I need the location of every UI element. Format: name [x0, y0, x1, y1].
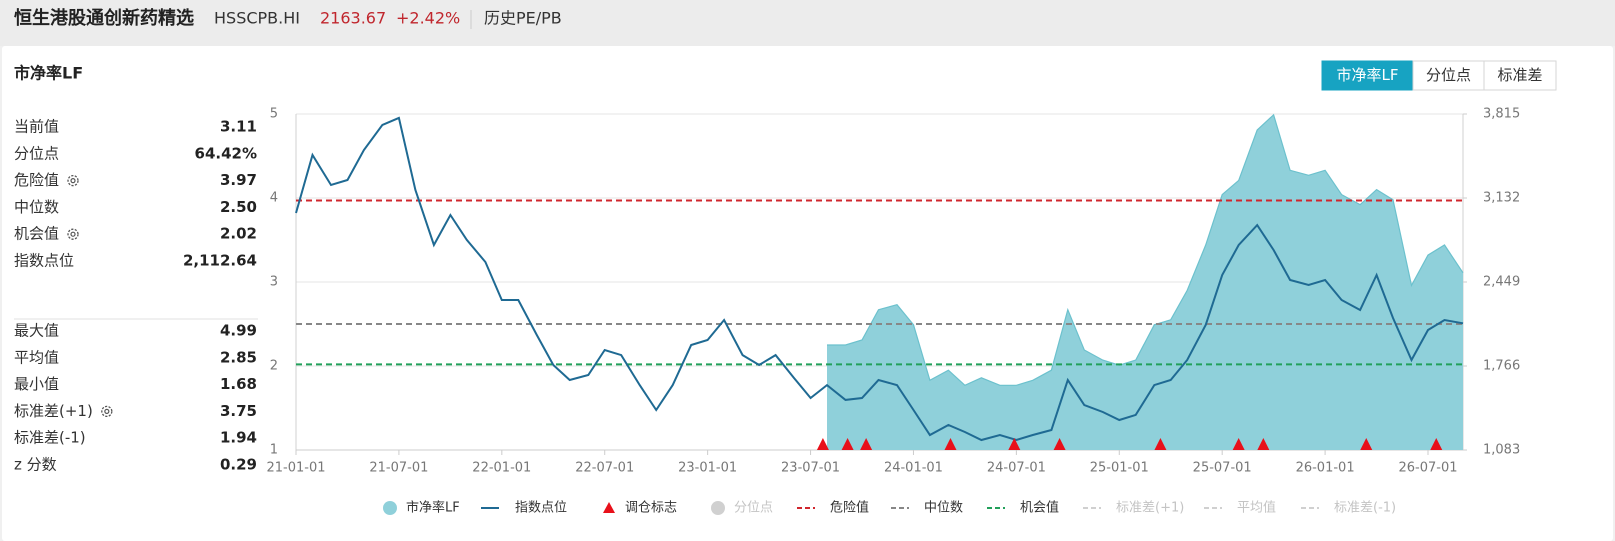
legend-label[interactable]: 平均值	[1237, 500, 1276, 516]
stat-value: 3.75	[220, 402, 257, 420]
stat-label: 当前值	[14, 118, 59, 136]
stat-value: 3.11	[220, 118, 257, 136]
stat-label: 指数点位	[14, 252, 74, 270]
stat-label: 标准差(-1)	[14, 429, 86, 447]
stat-value: 2.50	[220, 198, 257, 216]
toggle-button-label[interactable]: 分位点	[1426, 66, 1471, 84]
x-tick-label: 22-01-01	[472, 461, 531, 476]
stat-value: 2.85	[220, 348, 257, 366]
stat-label: 标准差(+1)	[14, 402, 93, 420]
index-title: 恒生港股通创新药精选	[14, 7, 194, 29]
tab-link[interactable]: 历史PE/PB	[484, 9, 562, 28]
legend-label[interactable]: 中位数	[924, 501, 963, 516]
y2-tick-label: 1,766	[1483, 359, 1520, 374]
settings-icon-hub[interactable]	[104, 408, 110, 414]
rebalance-marker	[1257, 438, 1270, 450]
x-tick-label: 23-07-01	[781, 461, 840, 476]
stat-label: 中位数	[14, 198, 59, 216]
y2-tick-label: 3,132	[1483, 191, 1520, 206]
stat-value: 2.02	[220, 225, 257, 243]
x-tick-label: 26-07-01	[1399, 461, 1458, 476]
panel-title: 市净率LF	[14, 64, 83, 83]
x-tick-label: 24-01-01	[884, 461, 943, 476]
index-code: HSSCPB.HI	[214, 9, 300, 28]
stat-label: 机会值	[14, 225, 59, 243]
stat-value: 64.42%	[195, 144, 257, 162]
y-tick-label: 5	[270, 107, 278, 122]
rebalance-marker	[816, 438, 829, 450]
rebalance-marker	[860, 438, 873, 450]
index-line	[295, 116, 1464, 442]
stat-label: 分位点	[14, 144, 59, 162]
legend-label[interactable]: 市净率LF	[406, 500, 460, 516]
settings-icon-hub[interactable]	[70, 178, 76, 184]
area-line	[827, 113, 1464, 387]
toggle-button-label[interactable]: 标准差	[1497, 66, 1542, 84]
stat-label: 最小值	[14, 375, 59, 393]
stat-label: 最大值	[14, 322, 59, 340]
y2-tick-label: 2,449	[1483, 275, 1520, 290]
toggle-button[interactable]	[1483, 60, 1557, 91]
legend-label[interactable]: 机会值	[1020, 500, 1059, 516]
stat-value: 2,112.64	[183, 252, 257, 270]
y-tick-label: 2	[270, 359, 278, 374]
rebalance-marker	[1360, 438, 1373, 450]
y-tick-label: 1	[270, 443, 278, 458]
x-tick-label: 25-01-01	[1090, 461, 1149, 476]
rebalance-marker	[1008, 438, 1021, 450]
rebalance-marker	[841, 438, 854, 450]
stat-value: 0.29	[220, 456, 257, 474]
rebalance-marker	[1154, 438, 1167, 450]
x-tick-label: 26-01-01	[1296, 461, 1355, 476]
stat-value: 1.68	[220, 375, 257, 393]
rebalance-marker	[1232, 438, 1245, 450]
rebalance-marker	[1053, 438, 1066, 450]
stat-value: 4.99	[220, 322, 257, 340]
legend-swatch[interactable]	[603, 502, 615, 513]
rebalance-marker	[944, 438, 957, 450]
legend-label[interactable]: 分位点	[734, 501, 773, 516]
settings-icon[interactable]	[101, 405, 113, 418]
settings-icon[interactable]	[67, 174, 79, 187]
legend-label[interactable]: 危险值	[830, 500, 869, 516]
x-tick-label: 22-07-01	[575, 461, 634, 476]
stat-label: 平均值	[14, 348, 59, 366]
x-tick-label: 25-07-01	[1193, 461, 1252, 476]
settings-icon[interactable]	[67, 228, 79, 240]
stat-value: 1.94	[220, 429, 257, 447]
index-change: +2.42%	[396, 9, 460, 28]
y-tick-label: 4	[270, 191, 278, 206]
legend-label[interactable]: 指数点位	[515, 501, 567, 516]
x-tick-label: 24-07-01	[987, 461, 1046, 476]
y2-tick-label: 1,083	[1483, 443, 1520, 458]
toggle-button[interactable]	[1412, 60, 1485, 91]
index-price: 2163.67	[320, 9, 386, 28]
legend-label[interactable]: 调仓标志	[625, 501, 677, 516]
area-fill	[827, 114, 1463, 451]
rebalance-marker	[1430, 438, 1443, 450]
x-tick-label: 23-01-01	[678, 461, 737, 476]
stat-value: 3.97	[220, 171, 257, 189]
y2-tick-label: 3,815	[1483, 107, 1520, 122]
legend-label[interactable]: 标准差(-1)	[1334, 501, 1396, 516]
toggle-button-label[interactable]: 市净率LF	[1337, 66, 1399, 84]
stat-label: z 分数	[14, 456, 57, 474]
legend-swatch[interactable]	[383, 501, 397, 515]
y-tick-label: 3	[270, 275, 278, 290]
settings-icon-hub[interactable]	[70, 231, 76, 237]
x-tick-label: 21-01-01	[266, 461, 325, 476]
x-tick-label: 21-07-01	[369, 461, 428, 476]
legend-swatch[interactable]	[711, 501, 725, 515]
stat-label: 危险值	[14, 171, 59, 189]
legend-label[interactable]: 标准差(+1)	[1116, 501, 1184, 516]
header-bar	[0, 0, 1615, 46]
